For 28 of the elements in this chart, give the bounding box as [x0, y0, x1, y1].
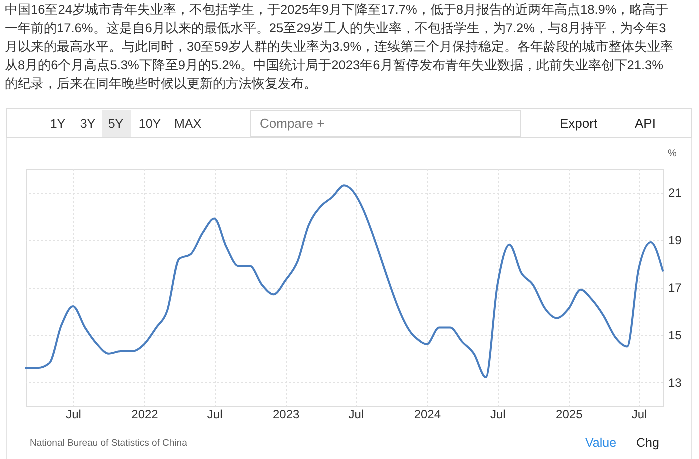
y-tick-label: 19	[668, 234, 682, 248]
x-tick-label: Jul	[490, 408, 506, 422]
x-tick-label: Jul	[66, 408, 82, 422]
text: Chg	[636, 436, 660, 450]
text: 3Y	[80, 117, 96, 131]
y-tick-label: 17	[668, 281, 682, 295]
y-tick-label: 21	[668, 186, 682, 200]
y-tick-label: 15	[668, 328, 682, 342]
text: 10Y	[138, 117, 162, 131]
x-tick-label: Jul	[348, 408, 364, 422]
text: Compare +	[260, 116, 325, 131]
y-tick-label: 13	[668, 376, 682, 390]
text: Value	[585, 436, 617, 450]
chart-subtitle: 中国16至24岁城市青年失业率，不包括学生，于2025年9月下降至17.7%，低于8月报告的近两年高点18.9%，略高于一年前的17.6%。这是自6月以来的最低水平。25至29岁工人的失业率，不包括学生，为7.2%，与8月持平，为今年3月以来的最高水平。与此同时，30至59岁人群的失业率为3.9%，连续第三个月保持稳定。各年龄段的城市整体失业率从8月的6个月高点5.3%下降至9月的5.2%。中国统计局于2023年6月暂停发布青年失业数据，此前失业率创下21.3%的纪录，后来在同年晚些时候以更新的方法恢复发布。	[5, 2, 674, 91]
text: National Bureau of Statistics of China	[30, 438, 188, 449]
x-tick-label: Jul	[207, 408, 223, 422]
text: 1Y	[50, 117, 66, 131]
line-series	[25, 184, 664, 379]
text: API	[635, 116, 656, 131]
x-tick-label: 2022	[132, 408, 159, 422]
x-tick-label: 2024	[414, 408, 442, 422]
text: 5Y	[108, 117, 124, 131]
x-tick-label: Jul	[632, 408, 648, 422]
text: MAX	[174, 117, 202, 131]
x-tick-label: 2025	[556, 408, 584, 422]
text: Export	[560, 116, 598, 131]
y-axis-title: %	[668, 148, 678, 160]
x-tick-label: 2023	[272, 408, 300, 422]
